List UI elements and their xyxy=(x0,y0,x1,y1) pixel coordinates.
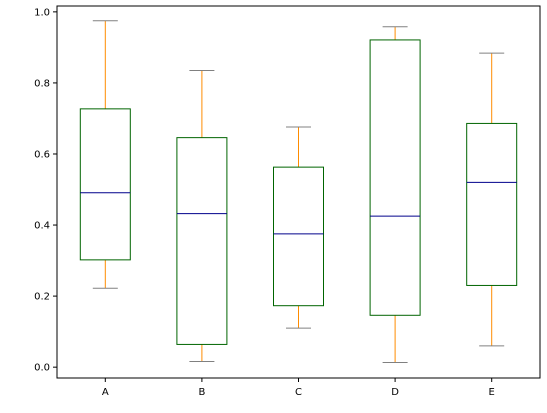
plot-marks xyxy=(79,20,518,364)
box-group-d xyxy=(369,26,421,364)
x-tick-label: C xyxy=(295,387,302,398)
y-tick-label: 0.0 xyxy=(34,363,50,374)
y-axis: 0.0 0.2 0.4 0.6 0.8 1.0 xyxy=(34,7,57,374)
y-tick-label: 0.8 xyxy=(34,78,50,89)
x-axis: A B C D E xyxy=(102,378,495,398)
y-tick-label: 0.2 xyxy=(34,292,50,303)
box-group-b xyxy=(176,69,228,362)
box-group-e xyxy=(466,52,518,347)
box-iqr xyxy=(176,137,228,345)
y-tick-label: 0.6 xyxy=(34,149,50,160)
box-group-c xyxy=(273,126,324,329)
x-tick-label: A xyxy=(102,387,109,398)
x-tick-label: D xyxy=(391,387,399,398)
box-iqr xyxy=(466,122,518,286)
y-tick-label: 1.0 xyxy=(34,7,50,18)
box-iqr xyxy=(369,39,421,316)
box-iqr xyxy=(79,108,131,261)
box-iqr xyxy=(273,166,324,307)
x-tick-label: E xyxy=(489,387,495,398)
x-tick-label: B xyxy=(198,387,205,398)
box-group-a xyxy=(79,20,131,289)
y-tick-label: 0.4 xyxy=(34,221,50,232)
